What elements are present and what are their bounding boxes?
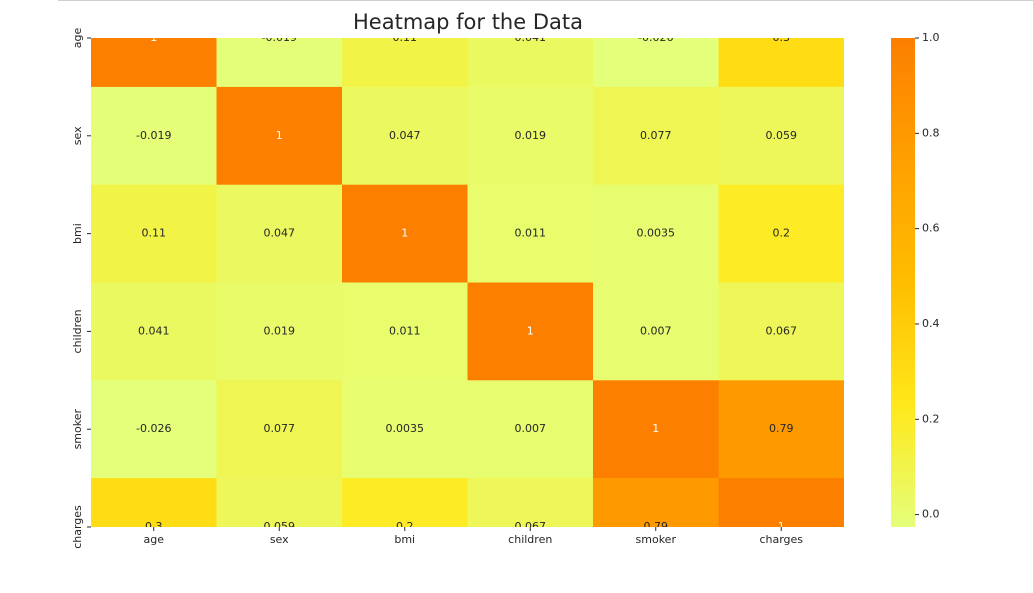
colorbar-tick-label: 0.8 bbox=[922, 126, 940, 139]
colorbar-tick-label: 0.0 bbox=[922, 508, 940, 521]
heatmap-cell bbox=[718, 380, 844, 479]
cell-label: 0.11 bbox=[142, 227, 167, 240]
x-tick-label: charges bbox=[759, 533, 803, 546]
cell-label: 0.047 bbox=[264, 227, 296, 240]
cell-label: 0.3 bbox=[145, 520, 163, 533]
colorbar bbox=[891, 38, 915, 527]
cell-label: 0.011 bbox=[515, 227, 547, 240]
heatmap-cell bbox=[467, 86, 594, 186]
heatmap-cell bbox=[593, 282, 719, 381]
cell-label: -0.019 bbox=[136, 129, 171, 142]
y-tick-label: smoker bbox=[71, 409, 84, 450]
heatmap-cell bbox=[91, 184, 217, 283]
cell-label: 0.041 bbox=[515, 31, 547, 44]
cell-label: 0.041 bbox=[138, 324, 170, 337]
cell-label: 1 bbox=[778, 520, 785, 533]
cell-label: 0.007 bbox=[640, 324, 672, 337]
colorbar-tick-label: 0.4 bbox=[922, 317, 940, 330]
heatmap-cell bbox=[593, 86, 719, 186]
heatmap-cell bbox=[216, 380, 343, 479]
cell-label: 0.059 bbox=[766, 129, 798, 142]
heatmap-cell bbox=[593, 478, 719, 527]
heatmap-cell bbox=[342, 38, 468, 88]
heatmap-cell bbox=[467, 282, 594, 381]
cell-label: -0.019 bbox=[262, 31, 297, 44]
heatmap-cell bbox=[718, 86, 844, 186]
cell-label: 0.2 bbox=[773, 227, 791, 240]
cell-label: 1 bbox=[401, 227, 408, 240]
heatmap-cell bbox=[216, 478, 343, 527]
cell-label: 0.3 bbox=[773, 31, 791, 44]
heatmap-cell bbox=[216, 38, 343, 88]
x-tick-label: smoker bbox=[636, 533, 677, 546]
cell-label: -0.026 bbox=[136, 422, 171, 435]
cell-label: 0.047 bbox=[389, 129, 421, 142]
cell-label: 0.0035 bbox=[637, 227, 676, 240]
heatmap-cell bbox=[91, 478, 217, 527]
heatmap-cell bbox=[593, 38, 719, 88]
cell-label: 0.077 bbox=[264, 422, 296, 435]
cell-label: 0.007 bbox=[515, 422, 547, 435]
heatmap-cell bbox=[342, 86, 468, 186]
heatmap-cell bbox=[91, 38, 217, 88]
heatmap-cell bbox=[718, 184, 844, 283]
heatmap-cell bbox=[91, 282, 217, 381]
heatmap-cell bbox=[91, 86, 217, 186]
heatmap-cell bbox=[593, 380, 719, 479]
heatmap-cell bbox=[216, 86, 343, 186]
cell-label: 0.2 bbox=[396, 520, 414, 533]
heatmap: 1 -0.019 0.11 0.041 -0.026 0.3 -0.019 1 0.047 0.0… bbox=[91, 31, 844, 533]
heatmap-cell bbox=[342, 380, 468, 479]
heatmap-cell bbox=[467, 478, 594, 527]
cell-label: 0.0035 bbox=[386, 422, 425, 435]
cell-label: 0.067 bbox=[515, 520, 547, 533]
y-tick-label: age bbox=[71, 28, 84, 49]
y-tick-label: children bbox=[71, 309, 84, 353]
heatmap-cell bbox=[342, 478, 468, 527]
y-tick-label: charges bbox=[71, 505, 84, 549]
cell-label: 0.077 bbox=[640, 129, 672, 142]
heatmap-cell bbox=[467, 380, 594, 479]
cell-label: -0.026 bbox=[638, 31, 673, 44]
colorbar-tick-label: 0.2 bbox=[922, 412, 940, 425]
y-tick-label: bmi bbox=[71, 223, 84, 244]
heatmap-cell bbox=[216, 184, 343, 283]
y-tick-label: sex bbox=[71, 126, 84, 145]
cell-label: 1 bbox=[276, 129, 283, 142]
x-tick-label: age bbox=[144, 533, 165, 546]
heatmap-cell bbox=[467, 184, 594, 283]
heatmap-cell bbox=[216, 282, 343, 381]
heatmap-cell bbox=[718, 478, 844, 527]
cell-label: 0.067 bbox=[766, 324, 798, 337]
cell-label: 0.79 bbox=[644, 520, 669, 533]
heatmap-cell bbox=[342, 282, 468, 381]
x-tick-label: bmi bbox=[394, 533, 415, 546]
colorbar-tick-label: 1.0 bbox=[922, 31, 940, 44]
cell-label: 0.11 bbox=[393, 31, 418, 44]
heatmap-cell bbox=[718, 38, 844, 88]
cell-label: 0.019 bbox=[515, 129, 547, 142]
x-tick-label: sex bbox=[270, 533, 289, 546]
cell-label: 1 bbox=[652, 422, 659, 435]
heatmap-cell bbox=[467, 38, 594, 88]
colorbar-tick-label: 0.6 bbox=[922, 222, 940, 235]
heatmap-cell bbox=[91, 380, 217, 479]
cell-label: 0.011 bbox=[389, 324, 421, 337]
chart-title: Heatmap for the Data bbox=[353, 10, 583, 34]
cell-label: 1 bbox=[150, 31, 157, 44]
cell-label: 0.059 bbox=[264, 520, 296, 533]
x-tick-label: children bbox=[508, 533, 552, 546]
heatmap-cell bbox=[593, 184, 719, 283]
cell-label: 0.019 bbox=[264, 324, 296, 337]
cell-label: 0.79 bbox=[769, 422, 794, 435]
heatmap-cell bbox=[342, 184, 468, 283]
cell-label: 1 bbox=[527, 324, 534, 337]
heatmap-cell bbox=[718, 282, 844, 381]
